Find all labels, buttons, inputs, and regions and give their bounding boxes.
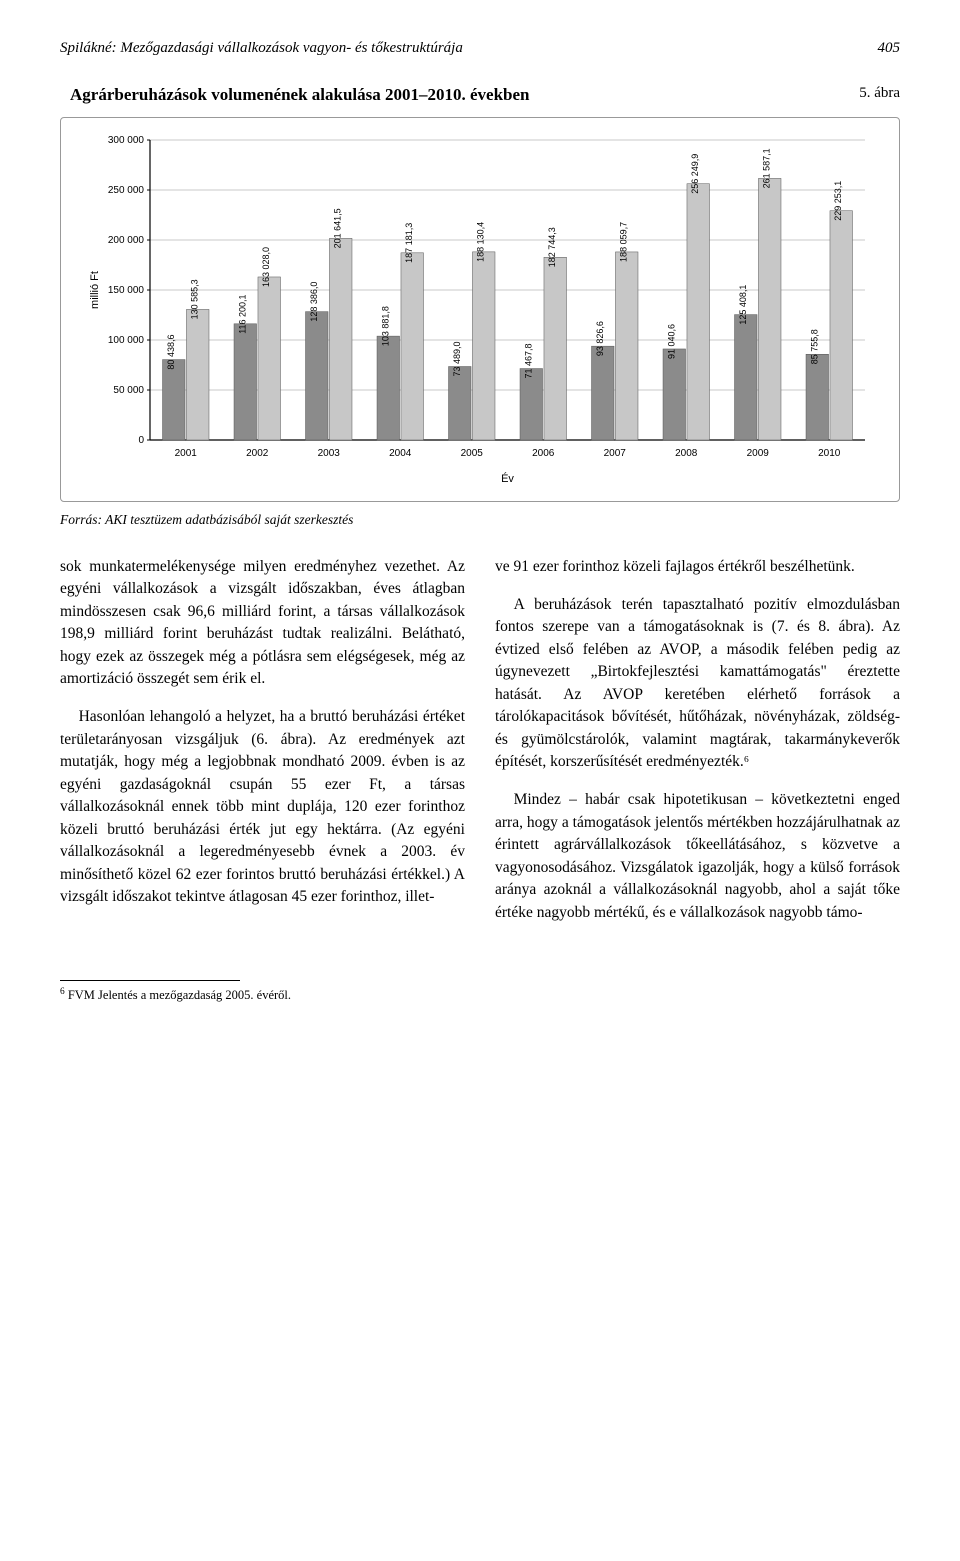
svg-text:80 438,6: 80 438,6 [166,335,176,370]
svg-text:2008: 2008 [675,448,698,459]
svg-text:125 408,1: 125 408,1 [738,285,748,325]
svg-text:93 826,6: 93 826,6 [595,321,605,356]
svg-text:200 000: 200 000 [108,235,145,246]
svg-text:163 028,0: 163 028,0 [261,247,271,287]
svg-text:50 000: 50 000 [113,385,144,396]
paragraph: Hasonlóan lehangoló a helyzet, ha a brut… [60,706,465,908]
bar-chart: 0 50 000 100 000 150 000 200 000 250 000 300 0… [73,130,887,490]
svg-text:261 587,1: 261 587,1 [762,148,772,188]
svg-text:2003: 2003 [318,448,341,459]
svg-text:201 641,5: 201 641,5 [333,208,343,248]
paragraph: sok munkatermelékenysége milyen eredmény… [60,556,465,691]
svg-text:116 200,1: 116 200,1 [237,294,247,333]
left-column: sok munkatermelékenysége milyen eredmény… [60,556,465,940]
chart-container: 0 50 000 100 000 150 000 200 000 250 000 300 0… [60,117,900,502]
paragraph: ve 91 ezer forinthoz közeli fajlagos ért… [495,556,900,578]
svg-text:100 000: 100 000 [108,335,145,346]
paragraph: Mindez – habár csak hipotetikusan – köve… [495,789,900,924]
svg-text:Év: Év [501,472,514,485]
figure-source: Forrás: AKI tesztüzem adatbázisából sajá… [60,512,900,528]
svg-text:2010: 2010 [818,448,841,459]
footnote-rule [60,980,240,981]
svg-text:187 181,3: 187 181,3 [404,223,414,263]
svg-text:300 000: 300 000 [108,135,145,146]
svg-text:150 000: 150 000 [108,285,145,296]
svg-text:71 467,8: 71 467,8 [523,343,533,378]
figure-number: 5. ábra [839,85,900,102]
svg-text:2005: 2005 [461,448,484,459]
svg-text:128 386,0: 128 386,0 [309,282,319,322]
svg-text:73 489,0: 73 489,0 [452,341,462,376]
footnote-text: FVM Jelentés a mezőgazdaság 2005. évéről… [68,988,291,1002]
svg-text:188 059,7: 188 059,7 [619,222,629,262]
svg-text:91 040,6: 91 040,6 [666,324,676,359]
svg-text:2004: 2004 [389,448,412,459]
svg-text:250 000: 250 000 [108,185,145,196]
svg-text:2006: 2006 [532,448,555,459]
svg-text:103 881,8: 103 881,8 [380,306,390,346]
svg-text:188 130,4: 188 130,4 [476,222,486,262]
svg-text:229 253,1: 229 253,1 [833,181,843,221]
svg-text:85 755,8: 85 755,8 [809,329,819,364]
footnote: 6 FVM Jelentés a mezőgazdaság 2005. évér… [60,987,900,1003]
svg-text:2002: 2002 [246,448,269,459]
running-title: Spilákné: Mezőgazdasági vállalkozások va… [60,40,463,57]
figure-title: Agrárberuházások volumenének alakulása 2… [60,85,530,105]
svg-text:182 744,3: 182 744,3 [547,227,557,267]
svg-text:0: 0 [138,435,144,446]
footnote-marker: 6 [60,987,65,997]
svg-text:2009: 2009 [747,448,770,459]
svg-text:2007: 2007 [604,448,627,459]
svg-text:256 249,9: 256 249,9 [690,154,700,194]
svg-text:2001: 2001 [175,448,198,459]
svg-text:millió Ft: millió Ft [89,271,101,309]
svg-text:130 585,3: 130 585,3 [190,279,200,319]
right-column: ve 91 ezer forinthoz közeli fajlagos ért… [495,556,900,940]
page-number: 405 [878,40,901,57]
paragraph: A beruházások terén tapasztalható pozití… [495,594,900,774]
body-columns: sok munkatermelékenysége milyen eredmény… [60,556,900,940]
